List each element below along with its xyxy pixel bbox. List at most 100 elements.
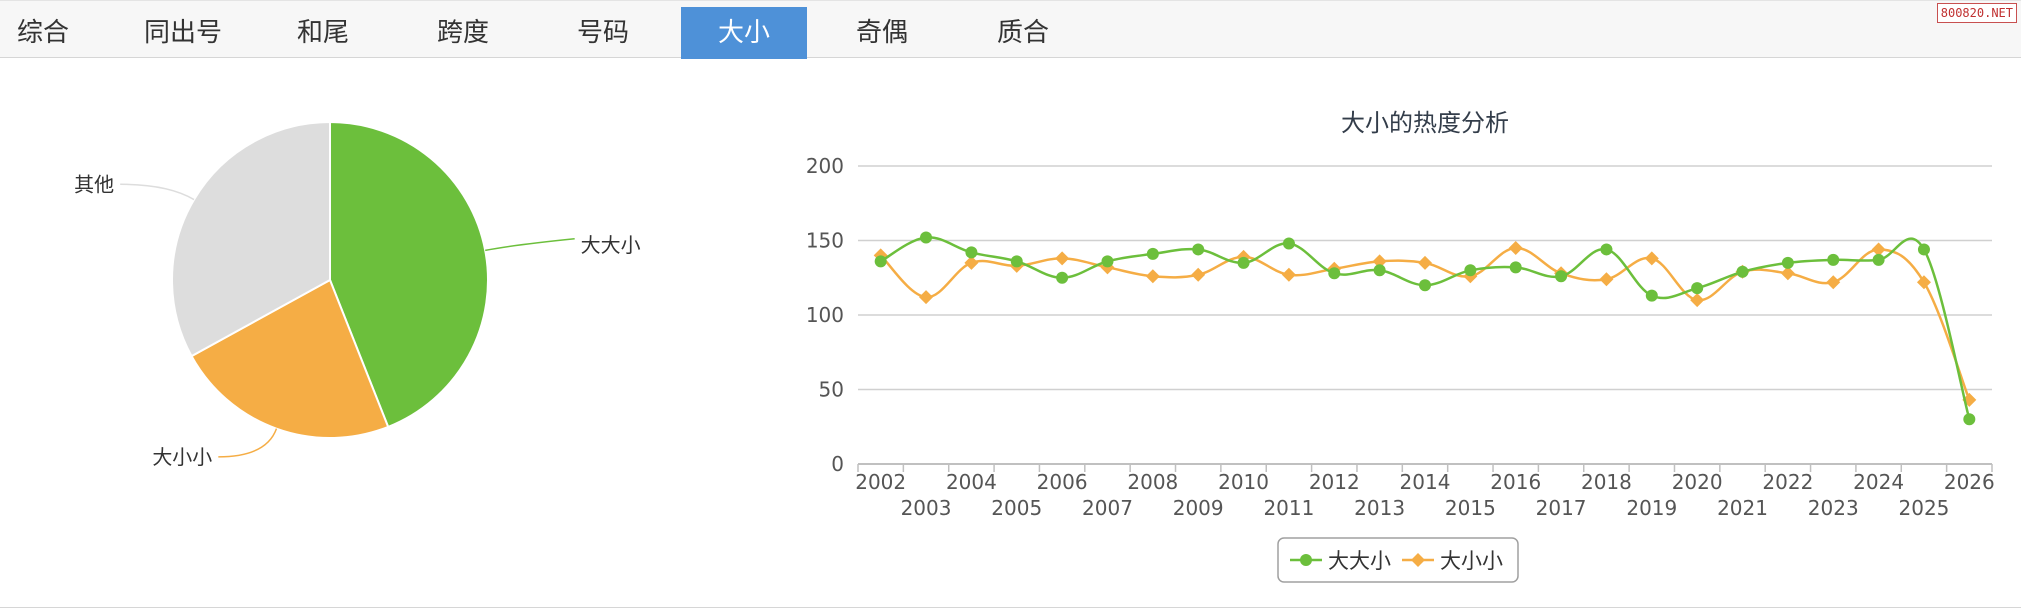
x-tick-label-2: 2004 xyxy=(946,470,997,494)
series-1-point-16 xyxy=(1599,272,1614,287)
x-tick-label-16: 2018 xyxy=(1581,470,1632,494)
tab-zhihe[interactable]: 质合 xyxy=(996,18,1049,48)
series-0-point-4 xyxy=(1056,271,1069,284)
pie-connector-1 xyxy=(218,428,278,458)
series-0-point-14 xyxy=(1509,261,1522,274)
series-1-point-21 xyxy=(1826,275,1841,290)
pie-slice-2 xyxy=(171,120,331,358)
tab-jiou[interactable]: 奇偶 xyxy=(855,18,908,48)
series-0-point-24 xyxy=(1963,413,1976,426)
series-1-point-22 xyxy=(1871,242,1886,257)
series-0-point-16 xyxy=(1600,243,1613,256)
series-0-point-12 xyxy=(1419,279,1431,292)
series-0-point-6 xyxy=(1146,247,1159,260)
x-tick-label-21: 2023 xyxy=(1808,496,1859,520)
line-chart-title: 大小的热度分析 xyxy=(1341,109,1509,137)
series-0-point-13 xyxy=(1464,264,1477,277)
y-tick-label-2: 100 xyxy=(806,303,844,327)
series-0-point-5 xyxy=(1101,255,1114,268)
series-1-point-1 xyxy=(919,290,934,305)
series-0-point-20 xyxy=(1781,256,1794,269)
x-tick-label-10: 2012 xyxy=(1309,470,1360,494)
series-0-point-17 xyxy=(1645,289,1658,302)
legend: 大大小 大小小 xyxy=(1277,537,1519,583)
x-tick-label-19: 2021 xyxy=(1717,496,1768,520)
series-line-1 xyxy=(879,246,1971,401)
series-0-point-23 xyxy=(1917,243,1930,256)
series-1-point-14 xyxy=(1508,240,1523,255)
x-tick-label-7: 2009 xyxy=(1173,496,1224,520)
x-tick-label-23: 2025 xyxy=(1899,496,1950,520)
x-tick-label-13: 2015 xyxy=(1445,496,1496,520)
series-0-point-15 xyxy=(1555,270,1568,283)
y-tick-label-1: 50 xyxy=(819,378,844,402)
x-tick-label-24: 2026 xyxy=(1944,470,1995,494)
series-0-point-18 xyxy=(1691,282,1704,295)
x-tick-label-22: 2024 xyxy=(1853,470,1904,494)
legend-marker-1 xyxy=(1411,553,1425,567)
series-1-point-18 xyxy=(1690,293,1705,308)
legend-marker-0 xyxy=(1300,554,1312,566)
legend-label-1: 大小小 xyxy=(1440,549,1503,573)
bottom-divider xyxy=(0,607,2021,608)
tab-daxiao[interactable]: 大小 xyxy=(681,7,807,59)
y-tick-label-0: 0 xyxy=(831,452,844,476)
series-0-point-11 xyxy=(1373,264,1386,277)
series-1-point-9 xyxy=(1281,267,1296,282)
pie-connector-2 xyxy=(120,183,195,201)
x-tick-label-3: 2005 xyxy=(991,496,1042,520)
watermark-badge: 800820.NET xyxy=(1936,3,2017,23)
tab-zonghe[interactable]: 综合 xyxy=(16,18,69,48)
pie-label-0: 大大小 xyxy=(581,233,641,257)
legend-label-0: 大大小 xyxy=(1328,549,1391,573)
series-1-point-11 xyxy=(1372,254,1387,269)
legend-box xyxy=(1277,537,1519,583)
tab-hewei[interactable]: 和尾 xyxy=(296,18,349,48)
x-tick-label-14: 2016 xyxy=(1490,470,1541,494)
series-1-point-7 xyxy=(1191,267,1206,282)
series-0-point-0 xyxy=(874,255,887,268)
series-0-point-22 xyxy=(1872,253,1885,266)
pie-label-1: 大小小 xyxy=(152,445,212,469)
x-tick-label-12: 2014 xyxy=(1400,470,1451,494)
x-tick-label-1: 2003 xyxy=(901,496,952,520)
x-tick-label-11: 2013 xyxy=(1354,496,1405,520)
series-1-point-23 xyxy=(1916,275,1931,290)
x-tick-label-18: 2020 xyxy=(1672,470,1723,494)
tab-haoma[interactable]: 号码 xyxy=(576,18,629,48)
series-0-point-9 xyxy=(1282,237,1295,250)
x-tick-label-5: 2007 xyxy=(1082,496,1133,520)
series-1-point-6 xyxy=(1145,269,1160,284)
series-1-point-4 xyxy=(1055,251,1070,266)
series-1-point-17 xyxy=(1644,251,1659,266)
series-0-point-3 xyxy=(1010,255,1023,268)
series-0-point-7 xyxy=(1192,243,1205,256)
x-tick-label-4: 2006 xyxy=(1037,470,1088,494)
x-tick-label-20: 2022 xyxy=(1762,470,1813,494)
series-0-point-1 xyxy=(920,231,933,244)
series-1-point-2 xyxy=(964,255,979,270)
x-tick-label-6: 2008 xyxy=(1127,470,1178,494)
tab-bar: 综合 同出号 和尾 跨度 号码 大小 奇偶 质合 800820.NET xyxy=(0,0,2021,59)
y-tick-label-3: 150 xyxy=(806,229,844,253)
x-tick-label-0: 2002 xyxy=(855,470,906,494)
series-0-point-21 xyxy=(1827,253,1840,266)
series-1-point-20 xyxy=(1780,266,1795,281)
pie-slice-1 xyxy=(190,278,390,439)
y-tick-label-4: 200 xyxy=(806,154,844,178)
tab-tongchuhao[interactable]: 同出号 xyxy=(143,18,222,48)
x-tick-label-15: 2017 xyxy=(1536,496,1587,520)
series-0-point-2 xyxy=(965,246,978,259)
pie-connector-0 xyxy=(485,238,575,252)
series-1-point-12 xyxy=(1418,255,1432,270)
x-tick-label-8: 2010 xyxy=(1218,470,1269,494)
series-0-point-10 xyxy=(1328,267,1341,280)
series-0-point-19 xyxy=(1736,265,1749,278)
series-0-point-8 xyxy=(1237,256,1250,269)
x-tick-label-9: 2011 xyxy=(1263,496,1314,520)
x-tick-label-17: 2019 xyxy=(1626,496,1677,520)
tab-kuadu[interactable]: 跨度 xyxy=(436,18,489,48)
pie-label-2: 其他 xyxy=(74,172,114,196)
